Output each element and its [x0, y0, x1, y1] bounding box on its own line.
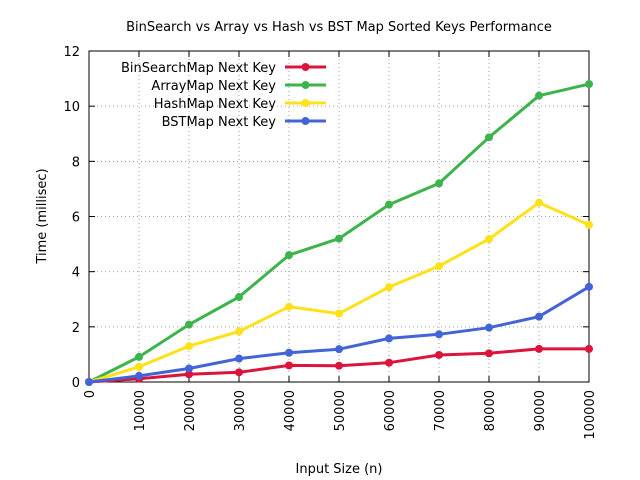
data-point: [235, 293, 243, 302]
tick-labels: 0 2 4 6 8 10 12 0 10000 20000 30000 40000 50000 60000…: [63, 45, 598, 440]
data-point: [535, 312, 543, 321]
x-tick-label: 80000: [483, 390, 498, 431]
y-tick-label: 4: [72, 266, 80, 281]
data-point: [585, 282, 593, 291]
data-point: [85, 378, 93, 386]
x-tick-label: 0: [83, 390, 98, 398]
y-tick-label: 12: [63, 45, 80, 60]
data-point: [335, 361, 343, 370]
legend-marker: [301, 81, 310, 89]
x-tick-label: 10000: [133, 390, 148, 431]
data-point: [185, 320, 193, 329]
legend-label: BSTMap Next Key: [162, 115, 277, 130]
legend-label: ArrayMap Next Key: [151, 79, 276, 94]
data-point: [235, 368, 243, 377]
x-tick-label: 100000: [583, 390, 598, 440]
data-point: [235, 327, 243, 336]
series-lines: [85, 80, 593, 386]
axes: [88, 50, 590, 383]
y-tick-label: 6: [72, 211, 80, 226]
data-point: [285, 348, 293, 357]
plot-border: [88, 50, 590, 383]
data-point: [485, 133, 493, 142]
data-point: [385, 358, 393, 367]
data-point: [535, 198, 543, 207]
chart-title: BinSearch vs Array vs Hash vs BST Map So…: [126, 20, 552, 35]
x-axis-label: Input Size (n): [296, 462, 383, 477]
data-point: [285, 361, 293, 370]
data-point: [335, 234, 343, 243]
data-point: [435, 330, 443, 339]
data-point: [585, 220, 593, 229]
data-point: [485, 235, 493, 244]
y-tick-label: 8: [72, 155, 80, 170]
data-point: [185, 370, 193, 379]
data-point: [385, 200, 393, 209]
legend-label: BinSearchMap Next Key: [121, 61, 276, 76]
legend-marker: [301, 63, 310, 71]
data-point: [135, 352, 143, 361]
data-point: [235, 354, 243, 363]
x-tick-label: 40000: [283, 390, 298, 431]
data-point: [185, 342, 193, 351]
x-tick-label: 60000: [383, 390, 398, 431]
data-point: [135, 362, 143, 371]
data-point: [585, 344, 593, 353]
data-point: [385, 334, 393, 343]
y-tick-label: 2: [72, 321, 80, 336]
data-point: [385, 283, 393, 292]
data-point: [335, 345, 343, 354]
legend-label: HashMap Next Key: [154, 97, 277, 112]
data-point: [435, 262, 443, 271]
data-point: [485, 349, 493, 358]
y-axis-label: Time (millisec): [35, 168, 50, 264]
data-point: [335, 309, 343, 318]
legend-marker: [301, 99, 310, 107]
x-tick-label: 90000: [533, 390, 548, 431]
y-tick-label: 0: [72, 376, 80, 391]
y-tick-label: 10: [63, 100, 80, 115]
grid: [89, 51, 589, 382]
data-point: [535, 344, 543, 353]
data-point: [485, 323, 493, 332]
data-point: [435, 350, 443, 359]
legend: BinSearchMap Next Key ArrayMap Next Key Ha…: [121, 61, 326, 130]
data-point: [435, 179, 443, 188]
data-point: [285, 251, 293, 260]
data-point: [285, 302, 293, 311]
legend-marker: [301, 117, 310, 125]
x-tick-label: 20000: [183, 390, 198, 431]
data-point: [135, 371, 143, 380]
data-point: [585, 80, 593, 89]
data-point: [185, 364, 193, 373]
data-point: [535, 91, 543, 100]
x-tick-label: 30000: [233, 390, 248, 431]
x-tick-label: 70000: [433, 390, 448, 431]
x-tick-label: 50000: [333, 390, 348, 431]
